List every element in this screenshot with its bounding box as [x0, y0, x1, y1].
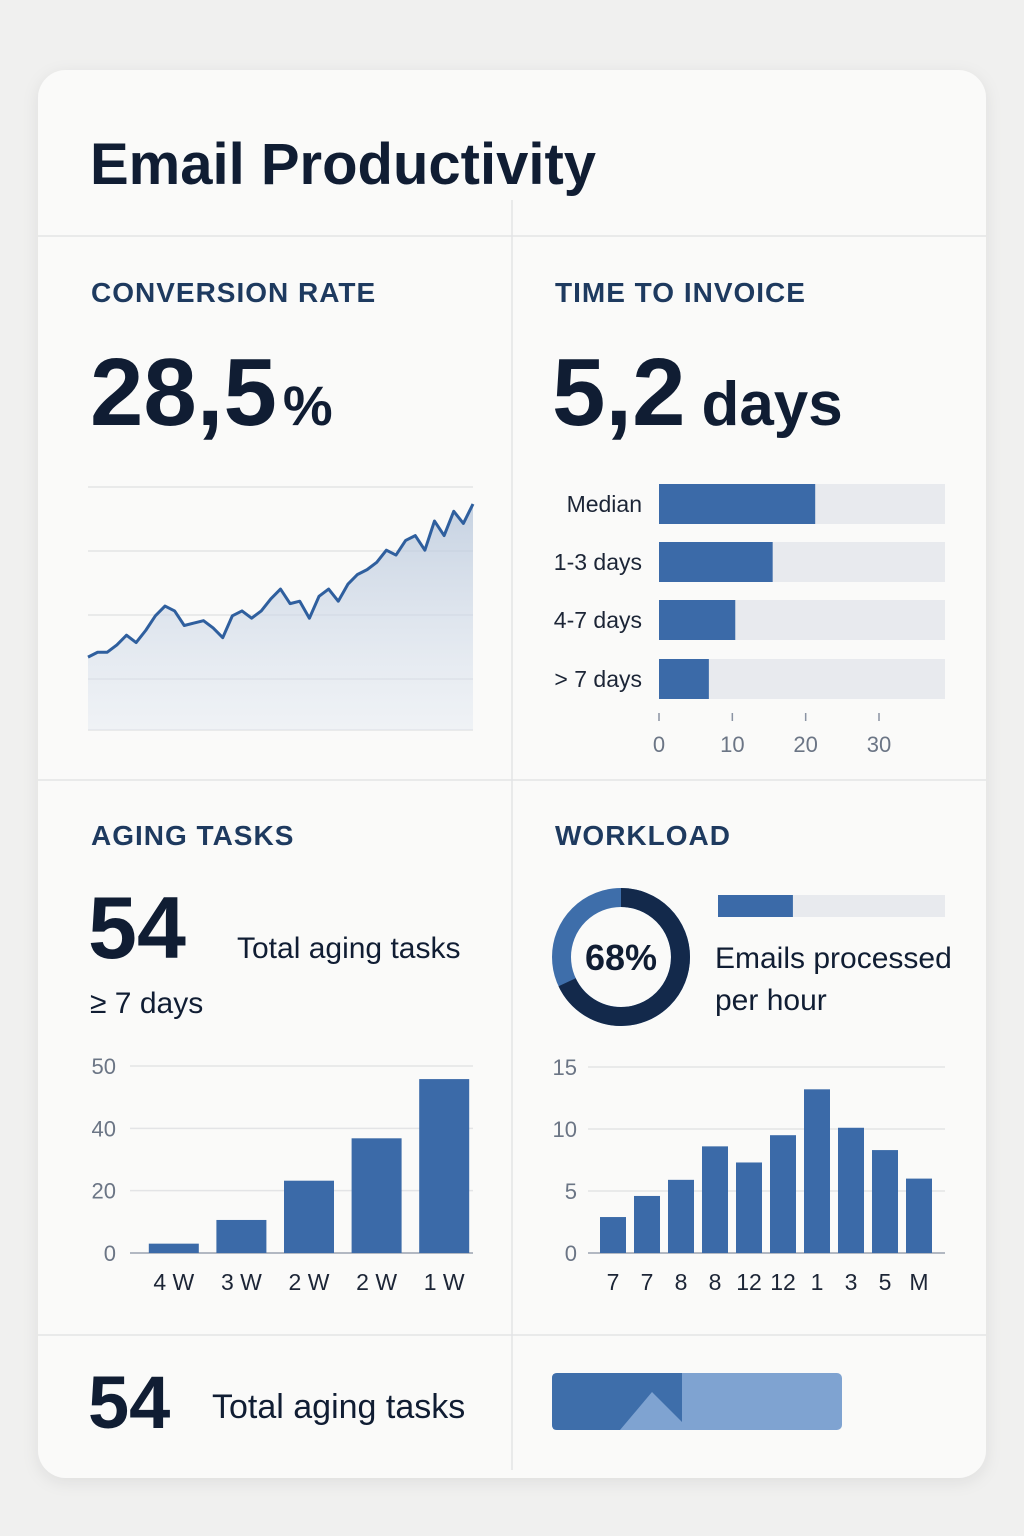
kpi-caption: Total aging tasks: [212, 1388, 465, 1426]
category-label: 4-7 days: [554, 607, 642, 633]
y-tick-label: 50: [92, 1054, 116, 1079]
x-tick-label: 3: [845, 1269, 858, 1295]
bar: [600, 1217, 626, 1253]
x-tick-label: 3 W: [221, 1269, 262, 1295]
kpi-value: 54: [88, 878, 186, 977]
bar: [906, 1178, 932, 1253]
y-tick-label: 5: [565, 1179, 577, 1204]
bar: [216, 1219, 267, 1253]
panel-label: WORKLOAD: [555, 820, 731, 851]
kpi-value: 28,5: [90, 339, 277, 446]
x-tick-label: 20: [793, 732, 817, 757]
kpi-unit: %: [283, 374, 333, 437]
x-tick-label: 0: [653, 732, 665, 757]
bar: [702, 1146, 728, 1253]
bar: [659, 659, 709, 699]
bar: [659, 600, 736, 640]
x-tick-label: 7: [641, 1269, 654, 1295]
x-tick-label: 8: [675, 1269, 688, 1295]
x-tick-label: 7: [607, 1269, 620, 1295]
x-tick-label: 1 W: [424, 1269, 465, 1295]
panel-label: AGING TASKS: [91, 820, 294, 851]
bar: [659, 484, 816, 524]
x-tick-label: 10: [720, 732, 744, 757]
line: [87, 503, 475, 659]
kpi-caption: Total aging tasks: [237, 932, 460, 965]
kpi-unit: days: [701, 370, 842, 439]
x-tick-label: 4 W: [153, 1269, 194, 1295]
caption: Emails processed: [715, 942, 952, 975]
bar: [872, 1150, 898, 1253]
kpi: 5,2 days: [552, 339, 843, 446]
kpi-value: 54: [88, 1361, 170, 1444]
bar: [284, 1180, 334, 1253]
panel-label: CONVERSION RATE: [91, 277, 376, 308]
bar: [804, 1089, 830, 1253]
bar: [351, 1138, 402, 1253]
y-tick-label: 0: [565, 1241, 577, 1266]
bar: [770, 1135, 796, 1253]
category-label: Median: [567, 491, 642, 517]
footer-graphic: [552, 1373, 682, 1430]
x-tick-label: 2 W: [289, 1269, 330, 1295]
title: Email Productivity: [90, 132, 596, 197]
progress-fill: [718, 895, 793, 917]
category-label: > 7 days: [554, 666, 642, 692]
y-tick-label: 20: [92, 1179, 116, 1204]
kpi-sub: ≥ 7 days: [90, 987, 203, 1020]
x-tick-label: 1: [811, 1269, 824, 1295]
x-tick-label: M: [909, 1269, 928, 1295]
y-tick-label: 40: [92, 1116, 116, 1141]
x-tick-label: 8: [709, 1269, 722, 1295]
bar: [148, 1243, 199, 1253]
x-tick-label: 12: [736, 1269, 762, 1295]
kpi-value: 5,2: [552, 339, 685, 446]
bar: [634, 1195, 660, 1253]
bar: [838, 1127, 864, 1253]
bar: [668, 1179, 694, 1253]
bar: [736, 1162, 762, 1253]
x-tick-label: 2 W: [356, 1269, 397, 1295]
category-label: 1-3 days: [554, 549, 642, 575]
caption: per hour: [715, 984, 827, 1017]
donut-label: 68%: [585, 937, 657, 978]
bar: [419, 1079, 470, 1253]
y-tick-label: 0: [104, 1241, 116, 1266]
y-tick-label: 15: [553, 1055, 577, 1080]
area: [88, 504, 473, 730]
x-tick-label: 5: [879, 1269, 892, 1295]
bar: [659, 542, 773, 582]
y-tick-label: 10: [553, 1117, 577, 1142]
kpi: 28,5%: [90, 339, 333, 446]
x-tick-label: 30: [867, 732, 891, 757]
donut-arc: [552, 888, 690, 1026]
x-tick-label: 12: [770, 1269, 796, 1295]
panel-label: TIME TO INVOICE: [555, 277, 806, 308]
